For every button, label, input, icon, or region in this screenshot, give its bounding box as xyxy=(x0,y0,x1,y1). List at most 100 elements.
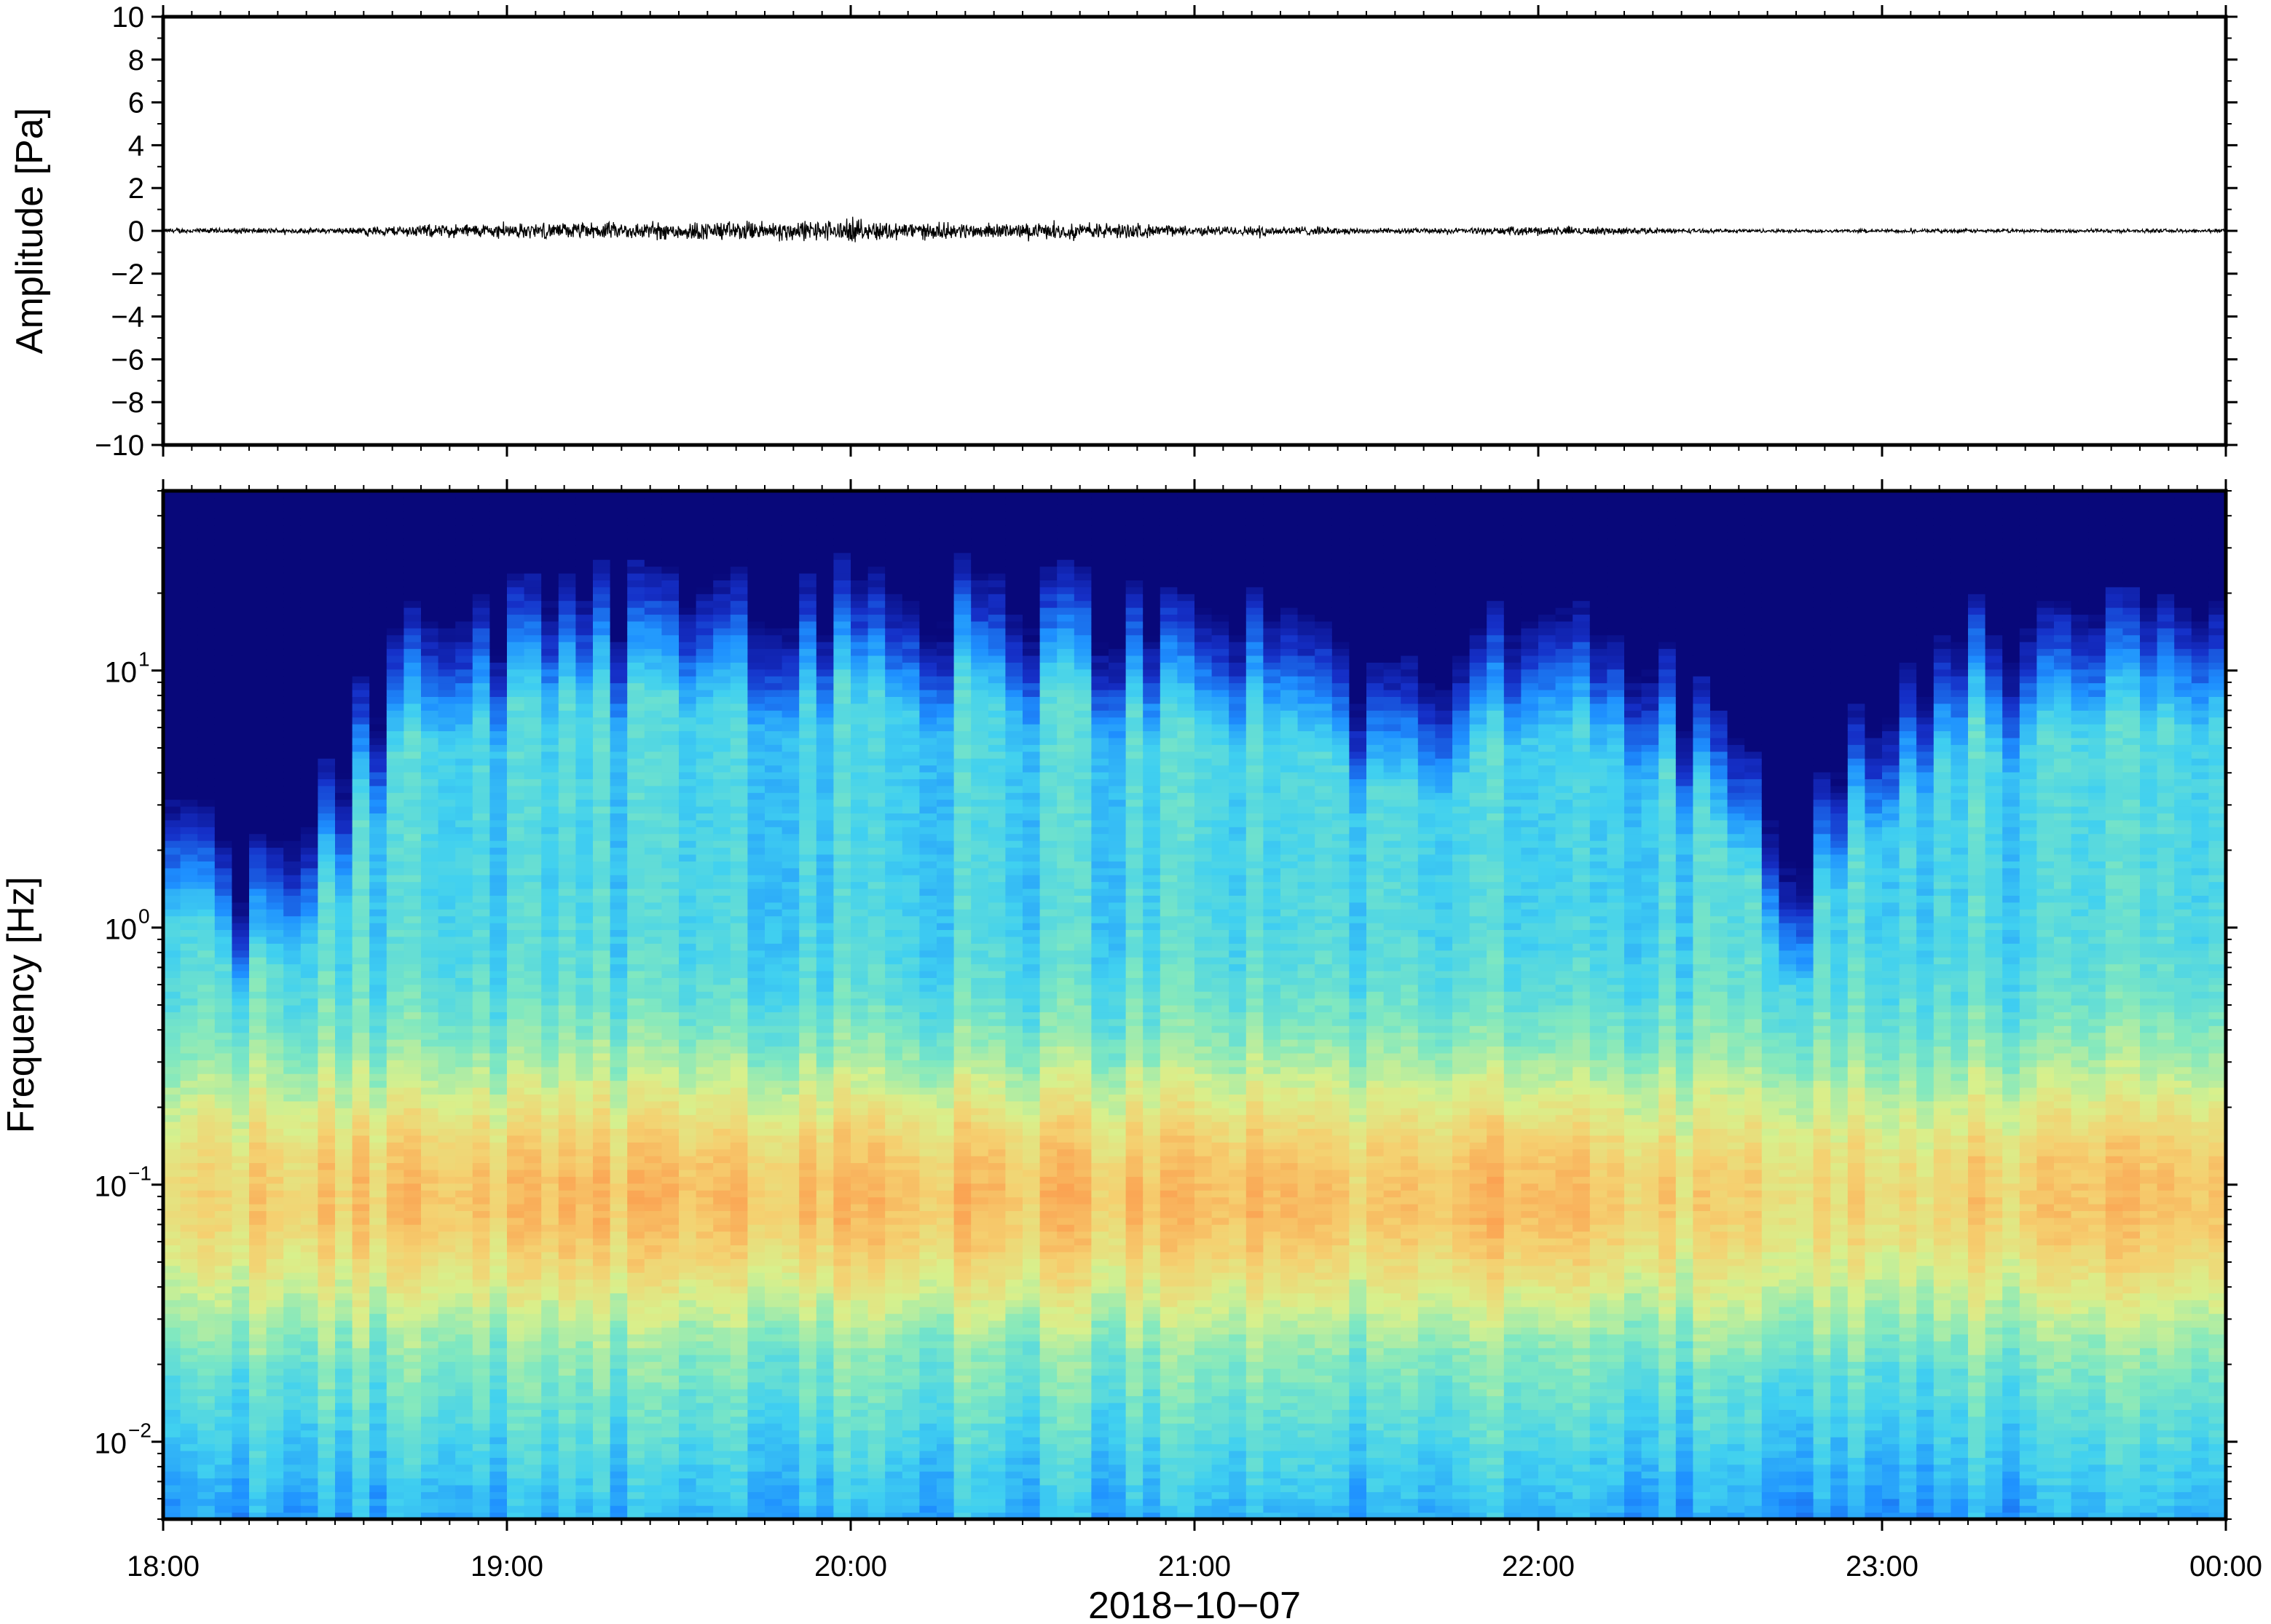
spectrogram-cell xyxy=(644,744,662,752)
spectrogram-cell xyxy=(163,929,181,937)
spectrogram-cell xyxy=(214,1505,232,1513)
spectrogram-cell xyxy=(489,792,508,800)
spectrogram-cell xyxy=(524,799,542,807)
spectrogram-cell xyxy=(266,1443,284,1451)
spectrogram-cell xyxy=(249,566,267,574)
spectrogram-cell xyxy=(507,648,525,656)
spectrogram-cell xyxy=(507,1498,525,1506)
spectrogram-cell xyxy=(232,936,250,944)
spectrogram-cell xyxy=(610,1299,628,1307)
spectrogram-cell xyxy=(610,1306,628,1314)
spectrogram-cell xyxy=(627,655,645,663)
spectrogram-cell xyxy=(455,1203,473,1211)
spectrogram-cell xyxy=(404,1032,422,1040)
spectrogram-cell xyxy=(541,1512,559,1519)
spectrogram-cell xyxy=(386,1368,404,1376)
spectrogram-cell xyxy=(541,909,559,917)
spectrogram-cell xyxy=(627,1080,645,1088)
spectrogram-cell xyxy=(214,771,232,779)
spectrogram-cell xyxy=(575,1094,594,1102)
spectrogram-cell xyxy=(180,1320,198,1328)
spectrogram-cell xyxy=(352,1087,370,1095)
spectrogram-cell xyxy=(489,1512,508,1519)
spectrogram-cell xyxy=(180,1299,198,1307)
spectrogram-cell xyxy=(696,977,714,985)
spectrogram-cell xyxy=(266,1320,284,1328)
spectrogram-cell xyxy=(524,1018,542,1026)
spectrogram-cell xyxy=(386,963,404,971)
spectrogram-cell xyxy=(369,1162,387,1170)
spectrogram-cell xyxy=(627,538,645,546)
spectrogram-cell xyxy=(283,669,302,677)
spectrogram-cell xyxy=(524,970,542,978)
spectrogram-cell xyxy=(575,1073,594,1081)
spectrogram-cell xyxy=(335,504,353,512)
spectrogram-cell xyxy=(386,1128,404,1136)
spectrogram-cell xyxy=(627,977,645,985)
spectrogram-cell xyxy=(283,1512,302,1519)
spectrogram-cell xyxy=(421,943,439,951)
spectrogram-cell xyxy=(163,1251,181,1259)
spectrogram-cell xyxy=(610,1272,628,1280)
spectrogram-cell xyxy=(249,888,267,896)
spectrogram-cell xyxy=(163,1430,181,1438)
spectrogram-cell xyxy=(249,1484,267,1492)
spectrogram-cell xyxy=(524,1313,542,1321)
spectrogram-cell xyxy=(214,1108,232,1116)
spectrogram-cell xyxy=(489,737,508,745)
spectrogram-cell xyxy=(197,984,216,992)
spectrogram-cell xyxy=(249,559,267,567)
spectrogram-cell xyxy=(369,792,387,800)
spectrogram-cell xyxy=(489,1087,508,1095)
spectrogram-cell xyxy=(283,1333,302,1341)
spectrogram-cell xyxy=(541,792,559,800)
spectrogram-cell xyxy=(283,730,302,738)
spectrogram-cell xyxy=(593,1217,611,1225)
spectrogram-cell xyxy=(300,1505,318,1513)
spectrogram-cell xyxy=(404,676,422,684)
spectrogram-cell xyxy=(318,840,336,848)
spectrogram-cell xyxy=(679,1005,697,1013)
spectrogram-cell xyxy=(232,655,250,663)
spectrogram-cell xyxy=(404,1073,422,1081)
spectrogram-cell xyxy=(369,648,387,656)
spectrogram-cell xyxy=(318,751,336,759)
spectrogram-cell xyxy=(180,1355,198,1363)
spectrogram-cell xyxy=(541,696,559,704)
spectrogram-cell xyxy=(644,676,662,684)
spectrogram-cell xyxy=(300,1471,318,1479)
spectrogram-cell xyxy=(489,1285,508,1293)
spectrogram-cell xyxy=(232,1355,250,1363)
spectrogram-cell xyxy=(593,1457,611,1465)
spectrogram-cell xyxy=(455,909,473,917)
spectrogram-cell xyxy=(696,682,714,690)
spectrogram-cell xyxy=(300,963,318,971)
spectrogram-cell xyxy=(421,1341,439,1349)
spectrogram-cell xyxy=(575,950,594,958)
spectrogram-cell xyxy=(197,943,216,951)
spectrogram-cell xyxy=(679,682,697,690)
spectrogram-cell xyxy=(438,1333,456,1341)
spectrogram-cell xyxy=(180,1156,198,1164)
spectrogram-cell xyxy=(214,1169,232,1177)
waveform-y-tick-label: −4 xyxy=(111,301,144,334)
spectrogram-cell xyxy=(610,744,628,752)
spectrogram-cell xyxy=(627,504,645,512)
spectrogram-cell xyxy=(300,1046,318,1054)
spectrogram-cell xyxy=(214,532,232,540)
spectrogram-cell xyxy=(249,1285,267,1293)
spectrogram-cell xyxy=(335,1066,353,1074)
spectrogram-cell xyxy=(421,566,439,574)
spectrogram-cell xyxy=(214,1375,232,1383)
spectrogram-cell xyxy=(558,717,576,725)
spectrogram-cell xyxy=(369,1231,387,1239)
spectrogram-cell xyxy=(421,1285,439,1293)
spectrogram-cell xyxy=(266,1080,284,1088)
spectrogram-cell xyxy=(318,1347,336,1355)
spectrogram-cell xyxy=(541,634,559,642)
spectrogram-cell xyxy=(575,1361,594,1369)
spectrogram-cell xyxy=(300,1122,318,1130)
spectrogram-cell xyxy=(283,833,302,841)
spectrogram-cell xyxy=(283,1176,302,1184)
spectrogram-cell xyxy=(438,1005,456,1013)
